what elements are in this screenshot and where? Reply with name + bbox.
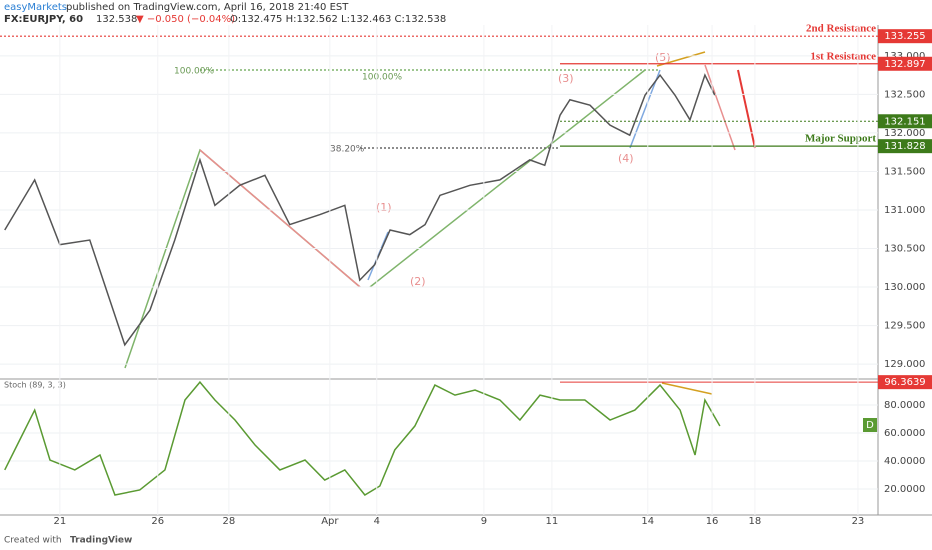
x-tick-label: 9 (481, 516, 487, 527)
level-value: 132.151 (884, 116, 925, 127)
ohlc: O:132.475 H:132.562 L:132.463 C:132.538 (230, 14, 446, 25)
y-tick-label: 132.500 (884, 89, 925, 100)
y-tick-label: 133.000 (884, 51, 925, 62)
wave-arrow (704, 64, 736, 151)
y-tick-label: 20.0000 (884, 484, 925, 495)
fib-label: 100.00% (362, 73, 402, 83)
y-tick-label: 40.0000 (884, 456, 925, 467)
y-tick-label: 131.500 (884, 166, 925, 177)
legend-label: D (866, 420, 874, 431)
wave-label: (2) (410, 275, 426, 288)
footer-brand: TradingView (70, 536, 132, 546)
level-tag (878, 375, 932, 390)
y-tick-label: 131.000 (884, 205, 925, 216)
y-tick-label: 130.500 (884, 244, 925, 255)
level-value: 133.255 (884, 31, 925, 42)
change: ▼ −0.050 (−0.04%) (136, 14, 235, 25)
level-value: 131.828 (884, 141, 925, 152)
level-tag (878, 29, 932, 44)
fib-label: 38.20% (330, 145, 365, 155)
y-tick-label: 129.500 (884, 321, 925, 332)
wave-label: (4) (618, 152, 634, 165)
trend-line (369, 69, 646, 288)
y-tick-label: 132.000 (884, 128, 925, 139)
legend-box (863, 418, 877, 432)
wave-label: (1) (376, 201, 392, 214)
level-value: 96.3639 (884, 377, 925, 388)
x-tick-label: Apr (321, 516, 339, 527)
symbol: FX:EURJPY, 60 (4, 14, 83, 25)
y-tick-label: 60.0000 (884, 428, 925, 439)
level-name: 1st Resistance (810, 50, 876, 62)
x-tick-label: 26 (151, 516, 164, 527)
x-tick-label: 11 (546, 516, 559, 527)
x-tick-label: 21 (53, 516, 66, 527)
publisher: easyMarkets (4, 2, 67, 13)
x-tick-label: 16 (706, 516, 719, 527)
trend-line (199, 149, 361, 288)
forecast-arrow (737, 69, 756, 149)
level-tag (878, 56, 932, 71)
y-tick-label: 129.000 (884, 359, 925, 370)
y-tick-label: 80.0000 (884, 400, 925, 411)
last: 132.538 (96, 14, 137, 25)
level-name: Major Support (805, 133, 876, 145)
published: published on TradingView.com, April 16, … (66, 2, 349, 13)
x-tick-label: 4 (374, 516, 380, 527)
y-tick-label: 130.000 (884, 282, 925, 293)
level-tag (878, 114, 932, 129)
x-tick-label: 28 (222, 516, 235, 527)
stoch-title: Stoch (89, 3, 3) (4, 381, 66, 390)
level-value: 132.897 (884, 59, 925, 70)
wave-label: (5) (655, 51, 671, 64)
price-line (4, 73, 716, 347)
level-tag (878, 139, 932, 154)
fib-label: 100.00% (174, 67, 214, 77)
price-line (4, 380, 721, 496)
level-name: 2nd Resistance (806, 23, 876, 35)
footer: Created with (4, 536, 62, 546)
divergence-line (661, 382, 713, 395)
x-tick-label: 14 (641, 516, 654, 527)
wave-label: (3) (558, 72, 574, 85)
x-tick-label: 18 (749, 516, 762, 527)
x-tick-label: 23 (852, 516, 865, 527)
